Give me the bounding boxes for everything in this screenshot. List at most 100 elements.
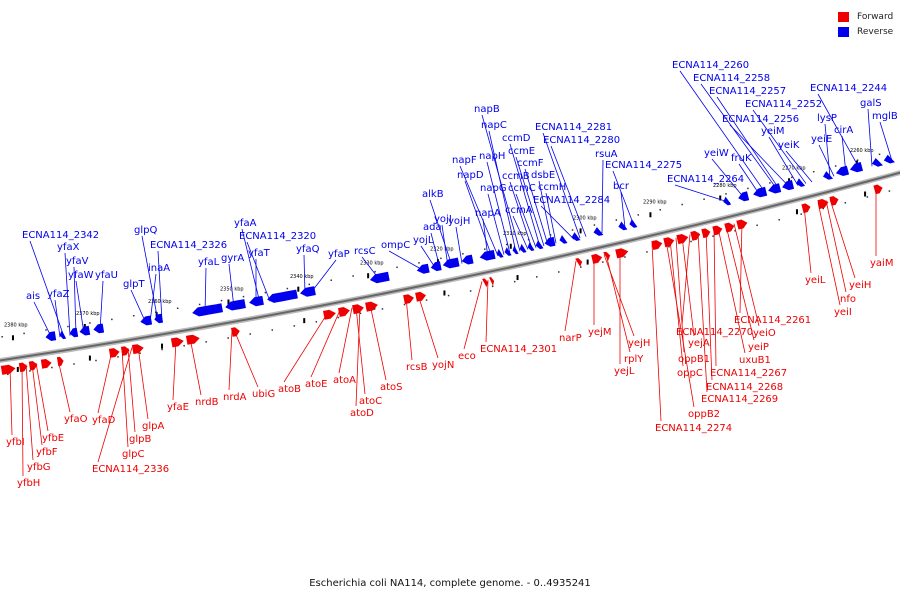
minor-tick [791,176,793,179]
forward-label-ecna114-2267: ECNA114_2267 [710,368,787,379]
reverse-label-ccmc: ccmC [508,183,536,194]
reverse-leader-line [459,165,499,257]
reverse-leader-line [33,301,53,339]
reverse-gene-arrow [416,263,430,274]
forward-leader-line [713,228,717,367]
reverse-label-ecna114-2281: ECNA114_2281 [535,122,612,133]
minor-tick [593,224,596,226]
reverse-leader-line [785,150,813,183]
reverse-leader-line [700,83,779,191]
forward-label-nrdb: nrdB [195,397,219,408]
reverse-gene-arrow [154,313,164,324]
forward-label-yfbf: yfbF [36,447,58,458]
minor-tick [154,311,157,313]
forward-leader-line [35,362,49,432]
forward-leader-line [417,294,439,359]
reverse-label-rsua: rsuA [595,149,618,160]
tick-label: 2290 kbp [643,200,667,206]
forward-leader-line [651,243,662,422]
forward-gene-arrow [131,344,144,354]
reverse-leader-line [481,114,521,252]
genome-backbone-group [0,153,900,376]
minor-tick [381,308,384,310]
forward-label-atod: atoD [350,408,374,419]
reverse-label-rcsc: rcsC [354,246,376,257]
reverse-leader-line [29,240,65,337]
reverse-label-ccmb: ccmB [502,171,530,182]
minor-tick [117,356,119,358]
reverse-leader-line [488,130,517,253]
reverse-gene-arrow [559,235,568,244]
forward-gene-group [0,184,883,375]
reverse-label-ecna114-2284: ECNA114_2284 [533,195,610,206]
minor-tick [29,370,31,372]
minor-tick [23,332,25,335]
reverse-label-naph: napH [479,151,505,162]
minor-tick [712,235,714,237]
forward-leader-line [829,199,856,279]
reverse-label-yfat: yfaT [248,248,271,259]
reverse-leader-line [149,273,157,323]
forward-label-rply: rplY [624,354,644,365]
minor-tick [812,170,815,173]
forward-label-ecna114-2261: ECNA114_2261 [734,315,811,326]
reverse-leader-line [388,250,426,272]
forward-gene-arrow [18,362,28,373]
reverse-label-ecna114-2260: ECNA114_2260 [672,60,749,71]
minor-tick [286,287,289,290]
reverse-gene-arrow [871,158,883,167]
forward-label-ecna114-2269: ECNA114_2269 [701,394,778,405]
minor-tick [67,325,69,328]
reverse-leader-line [420,245,437,270]
forward-label-yfbi: yfbI [6,437,25,448]
major-tick [367,273,370,279]
forward-leader-line [121,349,129,448]
reverse-leader-line [486,161,511,254]
reverse-label-ecna114-2275: ECNA114_2275 [605,160,682,171]
forward-label-yeii: yeiI [834,307,852,318]
forward-label-yfae: yfaE [167,402,189,413]
forward-leader-line [725,225,755,341]
forward-leader-line [21,365,24,477]
minor-tick [264,291,267,294]
forward-label-yeil: yeiL [805,275,826,286]
forward-leader-line [681,236,695,337]
minor-tick [888,190,891,192]
reverse-leader-line [550,145,587,237]
reverse-gene-arrow [496,248,504,258]
reverse-label-alkb: alkB [422,189,444,200]
forward-label-ecna114-2268: ECNA114_2268 [706,382,783,393]
forward-label-atos: atoS [380,382,403,393]
reverse-label-ecna114-2252: ECNA114_2252 [745,99,822,110]
major-tick [88,355,91,361]
minor-tick [690,240,692,243]
reverse-leader-line [540,205,575,240]
forward-gene-arrow [231,327,240,337]
minor-tick [293,325,296,327]
minor-tick [725,193,727,195]
minor-tick [220,299,223,302]
forward-label-yfbh: yfbH [17,478,40,489]
minor-tick [822,207,825,210]
reverse-leader-line [361,256,381,281]
reverse-label-yoji: yojI [434,214,452,225]
forward-leader-line [739,221,743,314]
reverse-gene-arrow [79,325,91,336]
reverse-leader-line [64,252,71,336]
minor-tick [703,198,705,200]
forward-gene-arrow [690,230,701,241]
forward-leader-line [705,230,713,381]
reverse-gene-arrow [723,196,732,206]
reverse-label-glpq: glpQ [134,225,157,236]
reverse-label-ecna114-2326: ECNA114_2326 [150,240,227,251]
reverse-leader-line [824,123,831,178]
reverse-leader-line [817,93,861,170]
reverse-label-yfaz: yfaZ [47,289,70,300]
forward-leader-line [817,202,841,306]
reverse-leader-line [601,159,604,234]
forward-label-uxub1: uxuB1 [739,355,771,366]
forward-leader-line [97,350,113,414]
reverse-gene-arrow [544,236,556,247]
minor-tick [602,261,604,263]
